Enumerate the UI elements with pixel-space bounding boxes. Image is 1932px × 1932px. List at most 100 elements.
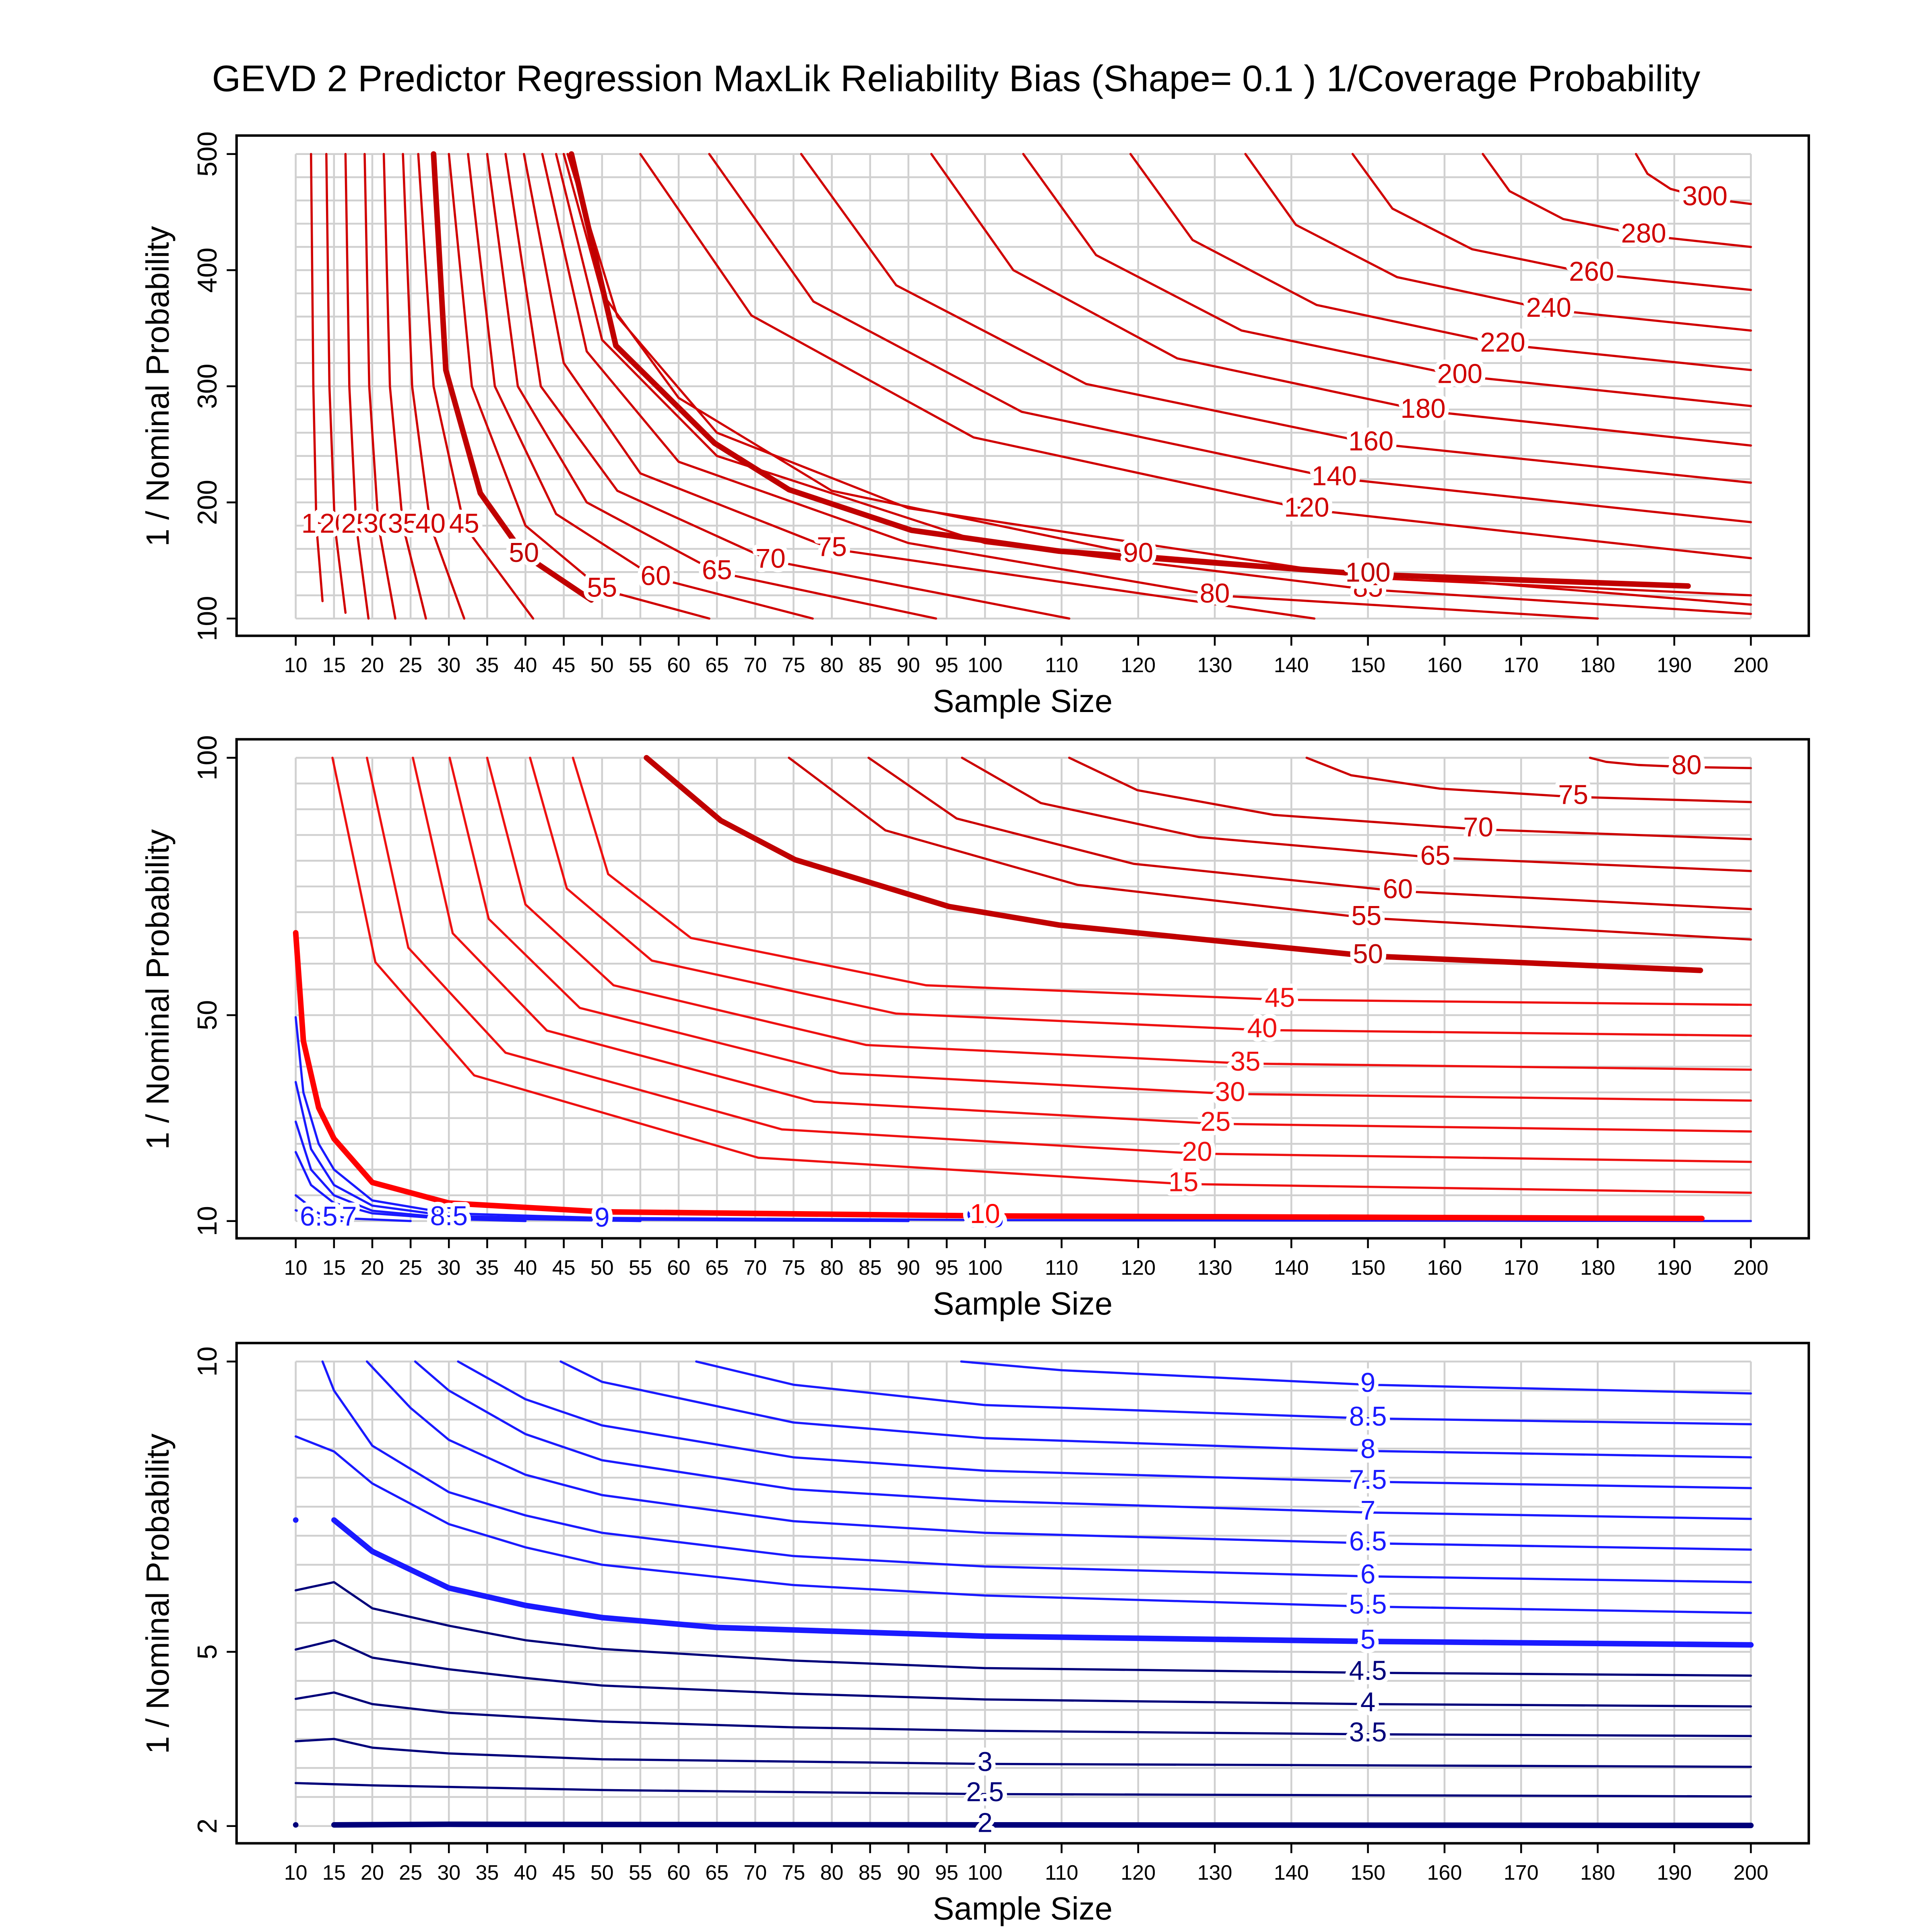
x-tick-label: 55 — [629, 654, 652, 677]
x-tick-label: 40 — [514, 1861, 537, 1885]
x-tick-label: 55 — [629, 1256, 652, 1280]
panel: 10 15 20 25 30 35 40 45 50 55 60 65 70 75 80 85 90 95 100 1… — [140, 131, 1810, 719]
contour-line — [294, 1209, 343, 1222]
chart-title: GEVD 2 Predictor Regression MaxLik Relia… — [212, 58, 1701, 99]
contour-line — [294, 1639, 1752, 1708]
x-tick-label: 180 — [1580, 1861, 1615, 1885]
x-tick-label: 150 — [1350, 1256, 1385, 1280]
x-tick-label: 190 — [1657, 1861, 1692, 1885]
contour-label: 55 — [1351, 901, 1381, 931]
x-tick-label: 20 — [361, 1256, 384, 1280]
contour-line — [559, 1360, 1752, 1459]
y-axis-title: 1 / Nominal Probability — [140, 829, 175, 1150]
contour-line — [1635, 153, 1752, 205]
contour-line — [294, 1782, 1752, 1798]
contour-label: 20 — [320, 509, 350, 539]
contour-line — [1244, 153, 1752, 332]
x-tick-label: 20 — [361, 654, 384, 677]
contour-line — [293, 1517, 1754, 1648]
x-tick-label: 50 — [590, 1861, 614, 1885]
contour-line — [529, 756, 1752, 1037]
x-tick-label: 30 — [437, 654, 460, 677]
contour-label: 7 — [1360, 1496, 1375, 1526]
x-tick-label: 60 — [667, 654, 690, 677]
contour-label: 9.5 — [966, 1203, 1004, 1233]
contour-label: 25 — [341, 509, 372, 539]
x-tick-label: 110 — [1045, 1256, 1078, 1280]
x-tick-label: 130 — [1197, 654, 1232, 677]
x-tick-label: 85 — [859, 654, 882, 677]
contour-label: 35 — [1230, 1046, 1261, 1077]
contour-label: 75 — [1558, 780, 1588, 810]
x-tick-label: 85 — [859, 1256, 882, 1280]
x-tick-label: 70 — [743, 1861, 767, 1885]
x-tick-label: 20 — [361, 1861, 384, 1885]
x-tick-label: 65 — [705, 1861, 729, 1885]
x-tick-label: 45 — [552, 654, 576, 677]
contour-label: 85 — [1353, 572, 1383, 603]
contour-label: 120 — [1284, 492, 1329, 522]
contour-line — [310, 153, 324, 603]
contour-line — [555, 153, 1752, 615]
contour-label: 2.5 — [966, 1777, 1004, 1807]
x-tick-label: 50 — [590, 1256, 614, 1280]
x-tick-label: 60 — [667, 1861, 690, 1885]
contour-label: 90 — [1123, 538, 1153, 568]
x-tick-label: 75 — [782, 654, 805, 677]
x-tick-label: 15 — [322, 654, 346, 677]
contour-line — [695, 1360, 1752, 1426]
contour-line — [566, 153, 1752, 597]
contour-line — [572, 756, 1752, 1006]
x-axis-title: Sample Size — [933, 1286, 1113, 1321]
contour-line — [960, 1360, 1752, 1395]
x-tick-label: 65 — [705, 1256, 729, 1280]
contour-label: 160 — [1348, 426, 1393, 456]
x-tick-label: 160 — [1427, 1256, 1462, 1280]
contour-line — [365, 756, 1752, 1163]
x-tick-label: 180 — [1580, 654, 1615, 677]
contour-line — [344, 153, 370, 620]
contour-line — [1022, 153, 1752, 407]
contour-label: 65 — [702, 555, 732, 585]
x-tick-label: 65 — [705, 654, 729, 677]
contour-line — [363, 153, 396, 620]
x-tick-label: 90 — [897, 1861, 920, 1885]
contour-line — [568, 151, 1691, 589]
contour-line — [294, 1081, 910, 1222]
contour-label: 2 — [977, 1808, 992, 1838]
x-tick-label: 120 — [1121, 1256, 1156, 1280]
contour-line — [382, 153, 427, 620]
contour-label: 50 — [509, 538, 539, 568]
x-tick-label: 30 — [437, 1861, 460, 1885]
contour-label: 60 — [641, 561, 671, 591]
x-tick-label: 160 — [1427, 654, 1462, 677]
contour-line — [930, 153, 1752, 447]
contour-label: 40 — [1247, 1013, 1278, 1043]
x-axis-title: Sample Size — [933, 683, 1113, 719]
contour-line — [294, 1194, 412, 1222]
contour-line — [293, 1821, 1754, 1829]
y-tick-label: 2 — [192, 1818, 223, 1833]
x-tick-label: 40 — [514, 1256, 537, 1280]
x-tick-label: 95 — [935, 1256, 958, 1280]
x-tick-label: 25 — [399, 1861, 422, 1885]
y-tick-label: 200 — [192, 480, 223, 525]
x-tick-label: 80 — [820, 1256, 844, 1280]
x-tick-label: 150 — [1350, 654, 1385, 677]
contour-label: 4.5 — [1349, 1656, 1387, 1686]
contour-label: 260 — [1569, 257, 1614, 287]
contour-line — [294, 1691, 1752, 1737]
contour-line — [961, 756, 1752, 872]
x-tick-label: 100 — [968, 654, 1003, 677]
x-tick-label: 85 — [859, 1861, 882, 1885]
y-tick-label: 400 — [192, 248, 223, 293]
x-tick-label: 25 — [399, 1256, 422, 1280]
y-tick-label: 100 — [192, 596, 223, 641]
y-tick-label: 10 — [192, 1346, 223, 1377]
x-tick-label: 95 — [935, 1861, 958, 1885]
contour-line — [1589, 756, 1752, 769]
x-tick-label: 90 — [897, 654, 920, 677]
contour-line — [412, 756, 1752, 1133]
x-tick-label: 200 — [1734, 1256, 1769, 1280]
